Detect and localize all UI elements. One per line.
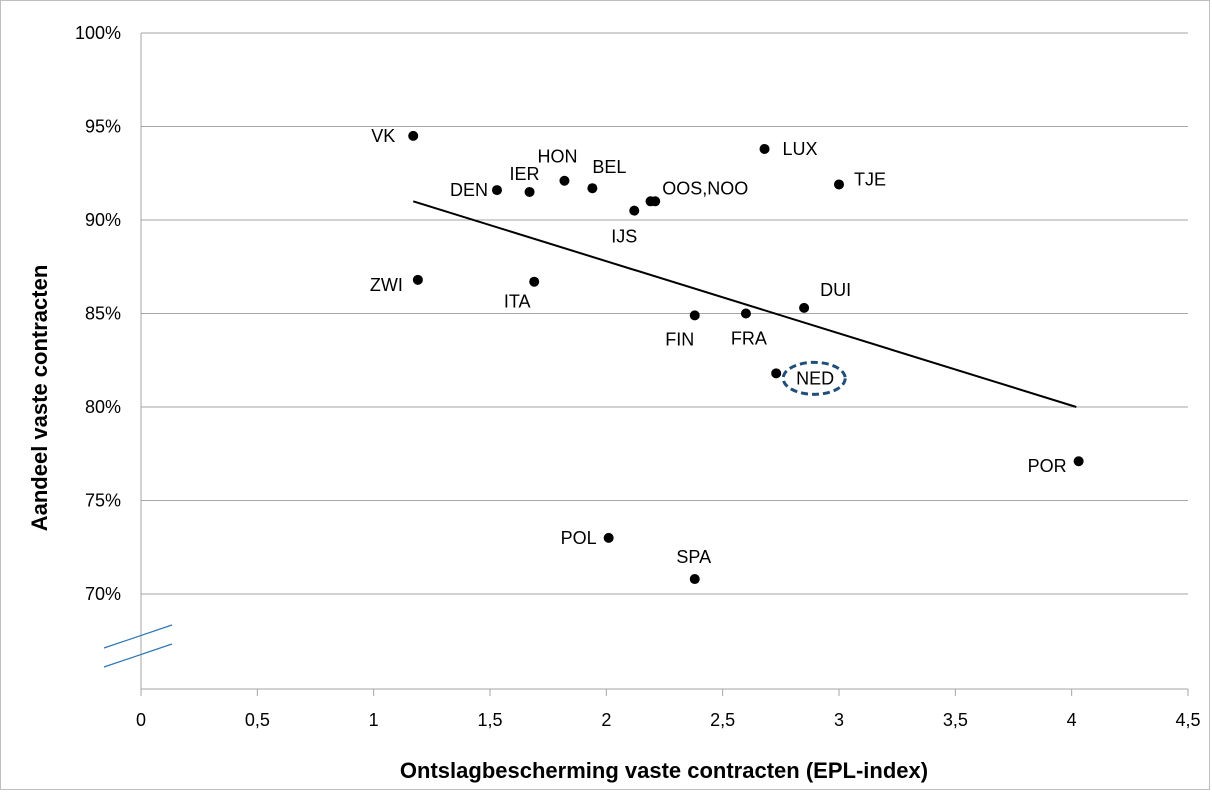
data-point: [740, 308, 751, 319]
axes: 70% 75% 80% 85% 90% 95% 100% 0 0,5 1 1,5 2 2,5 3 3,5 4 4…: [75, 23, 1201, 730]
gridlines: [141, 32, 1188, 595]
x-tick-label: 3: [834, 710, 844, 730]
data-point: [629, 205, 640, 216]
trendline-group: [412, 200, 1077, 408]
data-point: [689, 310, 700, 321]
data-point: [834, 179, 844, 190]
x-tick-label: 1: [369, 710, 379, 730]
point-label: POL: [561, 528, 597, 548]
point-label: TJE: [854, 169, 886, 189]
y-tick-label: 90%: [85, 210, 121, 230]
data-point: [412, 274, 423, 285]
data-point: [408, 130, 419, 141]
x-tick-label: 0: [136, 710, 146, 730]
point-label: ITA: [504, 292, 531, 312]
y-tick-label: 95%: [85, 117, 121, 137]
x-tick-label: 2,5: [710, 710, 735, 730]
data-points: [408, 130, 1084, 585]
point-label: HON: [537, 147, 577, 167]
data-point: [559, 175, 570, 186]
point-label: LUX: [783, 139, 818, 159]
axis-break-mark: [103, 643, 173, 668]
point-label: FRA: [731, 329, 767, 349]
x-tick-label: 4: [1067, 710, 1077, 730]
trendline: [412, 200, 1077, 408]
point-label: SPA: [676, 547, 711, 567]
data-point: [650, 196, 661, 207]
data-point: [771, 368, 782, 379]
data-point: [529, 276, 540, 287]
x-tick-label: 1,5: [477, 710, 502, 730]
data-point: [491, 185, 502, 196]
point-label: IJS: [611, 227, 637, 247]
data-point: [689, 574, 700, 585]
x-tick-label: 4,5: [1175, 710, 1200, 730]
y-tick-label: 85%: [85, 304, 121, 324]
x-axis-title: Ontslagbescherming vaste contracten (EPL…: [400, 758, 928, 783]
axis-break-mark: [103, 624, 173, 649]
x-tick-label: 0,5: [245, 710, 270, 730]
y-tick-label: 100%: [75, 23, 121, 43]
point-label: ZWI: [370, 275, 403, 295]
point-label: POR: [1028, 456, 1067, 476]
x-tick-label: 2: [601, 710, 611, 730]
data-point: [524, 186, 535, 197]
data-point: [799, 302, 810, 313]
data-point: [603, 532, 614, 543]
y-axis-title: Aandeel vaste contracten: [27, 265, 52, 532]
point-label: BEL: [592, 157, 626, 177]
y-tick-label: 75%: [85, 491, 121, 511]
point-label: FIN: [665, 329, 694, 349]
point-label: NED: [796, 368, 834, 388]
y-tick-label: 70%: [85, 584, 121, 604]
y-tick-label: 80%: [85, 397, 121, 417]
data-point: [759, 143, 770, 154]
point-label: DEN: [450, 180, 488, 200]
highlight-ellipse: [781, 360, 847, 396]
point-label: DUI: [820, 280, 851, 300]
x-tick-label: 3,5: [943, 710, 968, 730]
point-label: IER: [510, 164, 540, 184]
point-label: VK: [371, 126, 395, 146]
point-label: OOS,NOO: [662, 178, 748, 198]
data-point: [587, 183, 598, 194]
data-point: [1073, 456, 1084, 467]
